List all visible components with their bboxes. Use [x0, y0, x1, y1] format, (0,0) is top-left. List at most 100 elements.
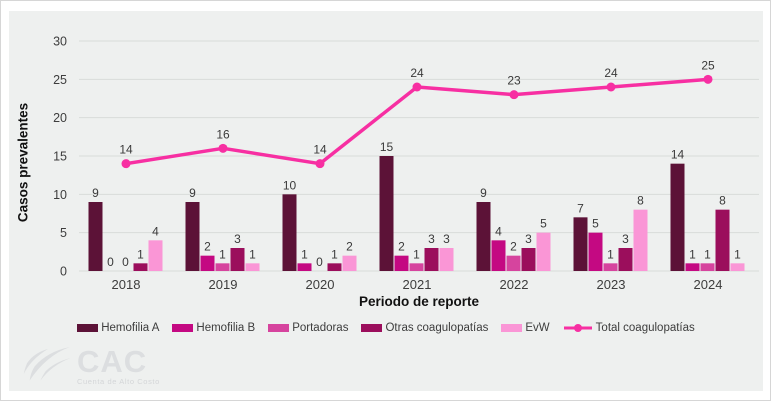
legend-swatch-icon: [172, 324, 194, 332]
bar-value-label: 1: [137, 247, 144, 261]
bar-value-label: 10: [283, 178, 297, 192]
bar-value-label: 2: [346, 240, 353, 254]
bar-value-label: 9: [480, 186, 487, 200]
bar-value-label: 0: [122, 255, 129, 269]
bar-value-label: 2: [204, 240, 211, 254]
bar: [633, 209, 648, 271]
y-tick-label: 15: [53, 150, 67, 164]
line-value-label: 14: [119, 143, 133, 157]
bar-value-label: 3: [234, 232, 241, 246]
bar-value-label: 1: [689, 247, 696, 261]
legend-label: EvW: [525, 322, 550, 334]
line-point: [412, 82, 422, 92]
bar-value-label: 1: [413, 247, 420, 261]
logo-subtext: Cuenta de Alto Costo: [77, 376, 160, 386]
bar: [670, 163, 685, 271]
line-point: [121, 159, 131, 169]
bar-value-label: 15: [380, 140, 394, 154]
y-axis-title: Casos prevalentes: [15, 102, 31, 223]
legend-swatch-icon: [361, 324, 383, 332]
legend-label: Hemofilia A: [101, 322, 160, 334]
y-tick-label: 30: [53, 35, 67, 49]
bar: [327, 263, 342, 271]
bar-value-label: 3: [622, 232, 629, 246]
legend-label: Total coagulopatías: [595, 322, 695, 334]
legend-swatch-icon: [77, 324, 99, 332]
y-tick-label: 5: [60, 226, 67, 240]
bar-value-label: 4: [495, 224, 502, 238]
bar: [185, 202, 200, 271]
legend-item: EvW: [501, 322, 550, 334]
line-point: [703, 74, 713, 84]
bar: [700, 263, 715, 271]
bar-value-label: 8: [719, 194, 726, 208]
bar: [245, 263, 260, 271]
bar-value-label: 3: [525, 232, 532, 246]
legend-label: Otras coagulopatías: [385, 322, 489, 334]
line-value-label: 16: [216, 127, 230, 141]
line-point: [606, 82, 616, 92]
bar-value-label: 8: [637, 194, 644, 208]
line-point: [315, 159, 325, 169]
bar: [476, 202, 491, 271]
line-value-label: 14: [313, 143, 327, 157]
bar-value-label: 9: [189, 186, 196, 200]
bar: [379, 156, 394, 271]
bar: [282, 194, 297, 271]
bar-value-label: 1: [219, 247, 226, 261]
bar-value-label: 3: [443, 232, 450, 246]
bar-value-label: 4: [152, 224, 159, 238]
x-tick-label: 2024: [694, 277, 723, 292]
line-value-label: 24: [410, 66, 424, 80]
bar-value-label: 7: [577, 201, 584, 215]
legend-label: Portadoras: [292, 322, 349, 334]
bar: [215, 263, 230, 271]
line-value-label: 23: [507, 74, 521, 88]
line-point: [218, 143, 228, 153]
bar-value-label: 0: [107, 255, 114, 269]
legend-swatch-icon: [501, 324, 523, 332]
y-tick-label: 0: [60, 265, 67, 279]
bar: [133, 263, 148, 271]
legend: Hemofilia A Hemofilia B Portadoras Otras co…: [9, 322, 763, 334]
logo-text: CAC: [77, 343, 148, 379]
bar: [618, 248, 633, 271]
x-tick-label: 2018: [112, 277, 141, 292]
total-line: [125, 77, 709, 166]
bar: [394, 255, 409, 271]
y-tick-label: 10: [53, 188, 67, 202]
bar: [715, 209, 730, 271]
bar-value-label: 1: [249, 247, 256, 261]
bar: [200, 255, 215, 271]
bar: [409, 263, 424, 271]
bar-value-label: 3: [428, 232, 435, 246]
bar: [603, 263, 618, 271]
x-tick-label: 2019: [209, 277, 238, 292]
bar: [536, 232, 551, 271]
cac-swoosh-icon: [23, 347, 71, 381]
x-tick-label: 2020: [306, 277, 335, 292]
bar: [685, 263, 700, 271]
y-tick-label: 25: [53, 73, 67, 87]
bar-value-label: 14: [671, 148, 685, 162]
cac-logo: CAC Cuenta de Alto Costo: [23, 341, 160, 385]
bar-value-label: 1: [331, 247, 338, 261]
y-tick-label: 20: [53, 111, 67, 125]
bar: [588, 232, 603, 271]
x-tick-label: 2022: [500, 277, 529, 292]
line-value-label: 25: [701, 58, 715, 72]
bar: [424, 248, 439, 271]
bar-value-label: 2: [398, 240, 405, 254]
bar-value-label: 9: [92, 186, 99, 200]
bar: [491, 240, 506, 271]
bar-value-label: 2: [510, 240, 517, 254]
bar-value-label: 1: [704, 247, 711, 261]
x-axis-title: Periodo de reporte: [358, 294, 480, 309]
legend-line-icon: [563, 324, 592, 332]
bar: [506, 255, 521, 271]
bar: [439, 248, 454, 271]
bar: [342, 255, 357, 271]
bar: [521, 248, 536, 271]
